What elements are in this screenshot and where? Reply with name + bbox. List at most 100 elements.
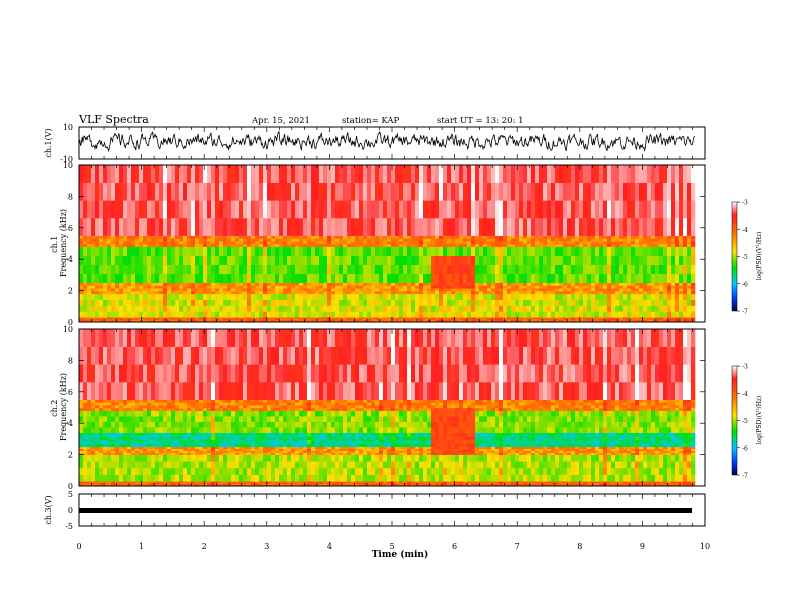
spectrogram-cell bbox=[363, 235, 368, 239]
spectrogram-cell bbox=[239, 288, 244, 292]
spectrogram-cell bbox=[163, 421, 168, 428]
spectrogram-cell bbox=[135, 285, 140, 289]
spectrogram-cell bbox=[263, 165, 268, 183]
spectrogram-cell bbox=[127, 290, 132, 295]
spectrogram-cell bbox=[79, 293, 84, 300]
spectrogram-cell bbox=[559, 273, 564, 284]
spectrogram-cell bbox=[535, 293, 540, 300]
spectrogram-cell bbox=[195, 421, 200, 428]
spectrogram-cell bbox=[331, 217, 336, 236]
spectrogram-cell bbox=[423, 246, 428, 256]
spectrogram-cell bbox=[651, 318, 656, 320]
spectrogram-cell bbox=[219, 273, 224, 284]
spectrogram-cell bbox=[403, 305, 408, 312]
spectrogram-cell bbox=[459, 264, 464, 275]
spectrogram-cell bbox=[375, 317, 380, 319]
spectrogram-cell bbox=[111, 450, 116, 453]
spectrogram-cell bbox=[87, 200, 92, 219]
spectrogram-cell bbox=[239, 290, 244, 295]
spectrogram-cell bbox=[227, 235, 232, 239]
spectrogram-cell bbox=[207, 446, 212, 450]
spectrogram-cell bbox=[371, 165, 376, 183]
spectrogram-cell bbox=[391, 285, 396, 289]
spectrogram-cell bbox=[487, 241, 492, 245]
spectrogram-cell bbox=[271, 241, 276, 245]
spectrogram-cell bbox=[459, 305, 464, 312]
spectrogram-cell bbox=[319, 317, 324, 319]
spectrogram-cell bbox=[363, 318, 368, 320]
spectrogram-cell bbox=[123, 474, 128, 482]
spectrogram-cell bbox=[227, 450, 232, 453]
spectrogram-cell bbox=[419, 285, 424, 289]
spectrogram-cell bbox=[175, 238, 180, 242]
spectrogram-cell bbox=[343, 305, 348, 312]
spectrogram-cell bbox=[335, 293, 340, 300]
spectrogram-cell bbox=[191, 461, 196, 469]
spectrogram-cell bbox=[115, 182, 120, 201]
spectrogram-cell bbox=[91, 436, 96, 440]
spectrogram-cell bbox=[83, 264, 88, 275]
spectrogram-cell bbox=[663, 217, 668, 236]
spectrogram-cell bbox=[443, 293, 448, 300]
spectrogram-cell bbox=[403, 319, 408, 322]
spectrogram-cell bbox=[487, 238, 492, 242]
spectrogram-cell bbox=[595, 238, 600, 242]
spectrogram-cell bbox=[143, 319, 148, 322]
spectrogram-cell bbox=[179, 421, 184, 428]
spectrogram-cell bbox=[327, 200, 332, 219]
spectrogram-cell bbox=[83, 288, 88, 292]
spectrogram-cell bbox=[619, 293, 624, 300]
spectrogram-cell bbox=[431, 285, 436, 289]
spectrogram-cell bbox=[315, 165, 320, 183]
spectrogram-cell bbox=[403, 182, 408, 201]
spectrogram-cell bbox=[355, 238, 360, 242]
spectrogram-cell bbox=[127, 246, 132, 256]
spectrogram-cell bbox=[331, 238, 336, 242]
spectrogram-cell bbox=[627, 264, 632, 275]
spectrogram-cell bbox=[427, 255, 432, 265]
spectrogram-cell bbox=[103, 446, 108, 450]
spectrogram-cell bbox=[683, 319, 688, 322]
spectrogram-cell bbox=[299, 182, 304, 201]
spectrogram-cell bbox=[311, 165, 316, 183]
spectrogram-cell bbox=[663, 238, 668, 242]
spectrogram-cell bbox=[483, 238, 488, 242]
spectrogram-cell bbox=[135, 165, 140, 183]
spectrogram-cell bbox=[111, 246, 116, 256]
spectrogram-cell bbox=[335, 264, 340, 275]
spectrogram-cell bbox=[127, 443, 132, 448]
spectrogram-cell bbox=[223, 293, 228, 300]
spectrogram-cell bbox=[507, 238, 512, 242]
spectrogram-cell bbox=[251, 235, 256, 239]
spectrogram-cell bbox=[119, 364, 124, 383]
spectrogram-cell bbox=[399, 285, 404, 289]
spectrogram-cell bbox=[175, 448, 180, 451]
spectrogram-cell bbox=[247, 290, 252, 295]
spectrogram-cell bbox=[667, 318, 672, 320]
spectrogram-cell bbox=[355, 318, 360, 320]
spectrogram-cell bbox=[479, 293, 484, 300]
spectrogram-cell bbox=[419, 288, 424, 292]
spectrogram-cell bbox=[295, 319, 300, 322]
spectrogram-cell bbox=[311, 217, 316, 236]
spectrogram-cell bbox=[95, 235, 100, 239]
spectrogram-cell bbox=[123, 241, 128, 245]
spectrogram-cell bbox=[91, 182, 96, 201]
spectrogram-cell bbox=[119, 381, 124, 400]
spectrogram-cell bbox=[451, 305, 456, 312]
spectrogram-cell bbox=[627, 235, 632, 239]
spectrogram-cell bbox=[131, 421, 136, 428]
spectrogram-cell bbox=[139, 329, 144, 347]
spectrogram-cell bbox=[275, 285, 280, 289]
spectrogram-cell bbox=[395, 243, 400, 247]
spectrogram-cell bbox=[355, 311, 360, 318]
spectrogram-cell bbox=[619, 255, 624, 265]
spectrogram-cell bbox=[347, 288, 352, 292]
spectrogram-cell bbox=[463, 288, 468, 292]
spectrogram-cell bbox=[351, 238, 356, 242]
spectrogram-cell bbox=[231, 288, 236, 292]
spectrogram-cell bbox=[511, 318, 516, 320]
spectrogram-cell bbox=[595, 318, 600, 320]
spectrogram-cell bbox=[335, 182, 340, 201]
spectrogram-cell bbox=[115, 454, 120, 462]
